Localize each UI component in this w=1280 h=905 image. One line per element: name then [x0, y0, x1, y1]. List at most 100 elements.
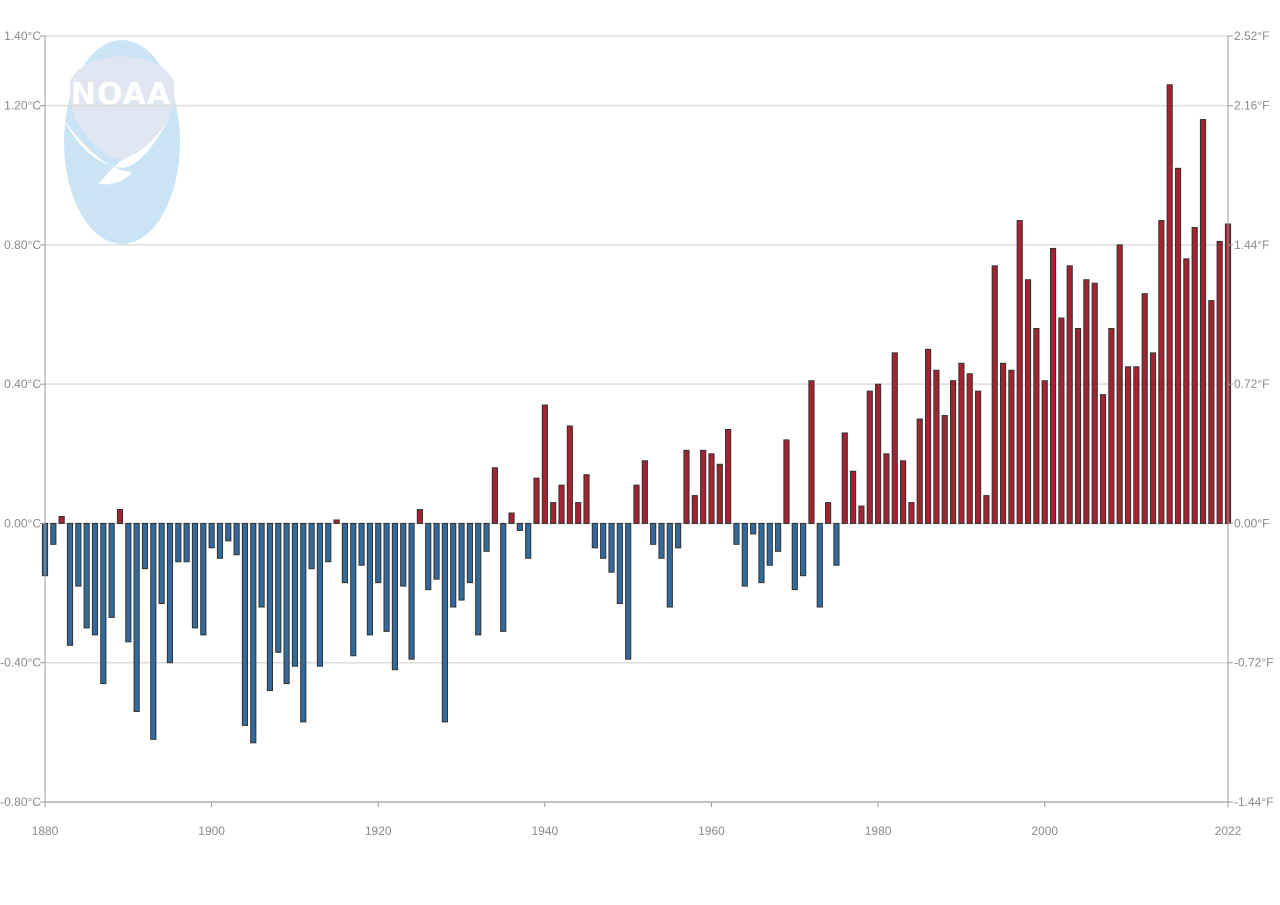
- bar-1915: [333, 519, 340, 524]
- bar-1949: [616, 522, 623, 605]
- bar-1921: [383, 522, 390, 632]
- bar-1927: [433, 522, 440, 580]
- bar-1932: [475, 522, 482, 636]
- bar-2009: [1116, 244, 1123, 524]
- bar-1888: [108, 522, 115, 618]
- bar-2017: [1183, 258, 1190, 524]
- bar-1903: [233, 522, 240, 556]
- bar-1884: [75, 522, 82, 587]
- bar-1897: [183, 522, 190, 563]
- logo-seagull: [64, 98, 180, 185]
- bar-1948: [608, 522, 615, 573]
- bar-1908: [275, 522, 282, 653]
- bar-1939: [533, 477, 540, 524]
- bar-1928: [441, 522, 448, 723]
- bar-1904: [241, 522, 249, 726]
- bar-2006: [1091, 282, 1098, 524]
- bar-1896: [175, 522, 182, 563]
- y-left-tick-label: -0.40°C: [0, 656, 41, 670]
- bar-1984: [908, 502, 915, 524]
- bar-1964: [741, 522, 748, 587]
- x-tick-label: 1880: [32, 824, 59, 838]
- bar-1951: [633, 484, 640, 524]
- bar-1981: [883, 453, 890, 524]
- bar-1910: [291, 522, 299, 667]
- bar-1940: [541, 404, 548, 524]
- bar-1942: [558, 484, 565, 524]
- bar-1917: [350, 522, 357, 657]
- bar-1886: [91, 522, 99, 636]
- bar-1994: [991, 265, 998, 524]
- bar-1989: [949, 380, 957, 524]
- bar-1993: [983, 495, 990, 524]
- bar-1906: [258, 522, 265, 608]
- bar-2016: [1174, 167, 1182, 524]
- bar-1945: [583, 474, 590, 524]
- bar-2002: [1058, 317, 1065, 524]
- bar-1966: [758, 522, 765, 584]
- bar-1969: [783, 439, 790, 524]
- y-right-tick-label: 0.00°F: [1234, 516, 1269, 530]
- bar-1955: [666, 522, 673, 608]
- bar-2012: [1141, 293, 1148, 524]
- bar-1893: [150, 522, 157, 740]
- bar-1990: [958, 362, 965, 524]
- x-tick-label: 1980: [865, 824, 892, 838]
- y-right-tick-label: -1.44°F: [1234, 795, 1273, 809]
- bar-1986: [925, 348, 932, 524]
- bar-1962: [725, 428, 732, 524]
- bar-2015: [1166, 84, 1173, 524]
- bar-1976: [841, 432, 848, 524]
- bar-1978: [858, 505, 865, 524]
- bar-1960: [708, 453, 715, 524]
- bar-2014: [1158, 220, 1165, 524]
- bar-1950: [625, 522, 632, 660]
- bar-1956: [675, 522, 682, 549]
- bar-1911: [300, 522, 307, 723]
- bar-1970: [791, 522, 798, 591]
- bar-1943: [566, 425, 573, 524]
- bars: [41, 84, 1232, 744]
- bar-1985: [916, 418, 923, 524]
- bar-1971: [800, 522, 807, 577]
- bar-1980: [875, 383, 882, 524]
- bar-1937: [516, 522, 523, 531]
- x-tick-label: 1900: [198, 824, 225, 838]
- bar-1883: [66, 522, 74, 646]
- bar-1952: [641, 460, 648, 524]
- bar-1959: [700, 449, 707, 524]
- bar-1923: [400, 522, 407, 587]
- x-tick-label: 2000: [1031, 824, 1058, 838]
- bar-1941: [550, 502, 557, 524]
- noaa-logo: NOAA: [64, 40, 180, 244]
- bar-2004: [1074, 327, 1082, 524]
- bar-1890: [125, 522, 132, 643]
- bar-2020: [1208, 300, 1215, 524]
- x-tick-label: 1960: [698, 824, 725, 838]
- bar-2010: [1124, 366, 1132, 524]
- bar-1924: [408, 522, 415, 660]
- y-right-tick-label: -0.72°F: [1234, 656, 1273, 670]
- bar-1968: [775, 522, 782, 552]
- y-left-tick-label: 0.40°C: [4, 377, 41, 391]
- bar-2021: [1216, 240, 1223, 524]
- bar-1912: [308, 522, 315, 570]
- bar-1881: [50, 522, 57, 545]
- bar-1892: [141, 522, 149, 570]
- bar-1987: [933, 369, 940, 524]
- bar-1995: [999, 362, 1007, 524]
- y-right-tick-label: 0.72°F: [1234, 377, 1269, 391]
- bar-1922: [391, 522, 398, 671]
- bar-2005: [1083, 279, 1090, 524]
- bar-1930: [458, 522, 465, 601]
- bar-1900: [208, 522, 215, 549]
- axes: [40, 35, 1233, 807]
- bar-1885: [83, 522, 90, 629]
- bar-1967: [766, 522, 773, 566]
- bar-1898: [191, 522, 199, 629]
- bar-1902: [225, 522, 232, 542]
- logo-text: NOAA: [71, 77, 171, 112]
- bar-1918: [358, 522, 365, 566]
- x-tick-label: 2022: [1215, 824, 1242, 838]
